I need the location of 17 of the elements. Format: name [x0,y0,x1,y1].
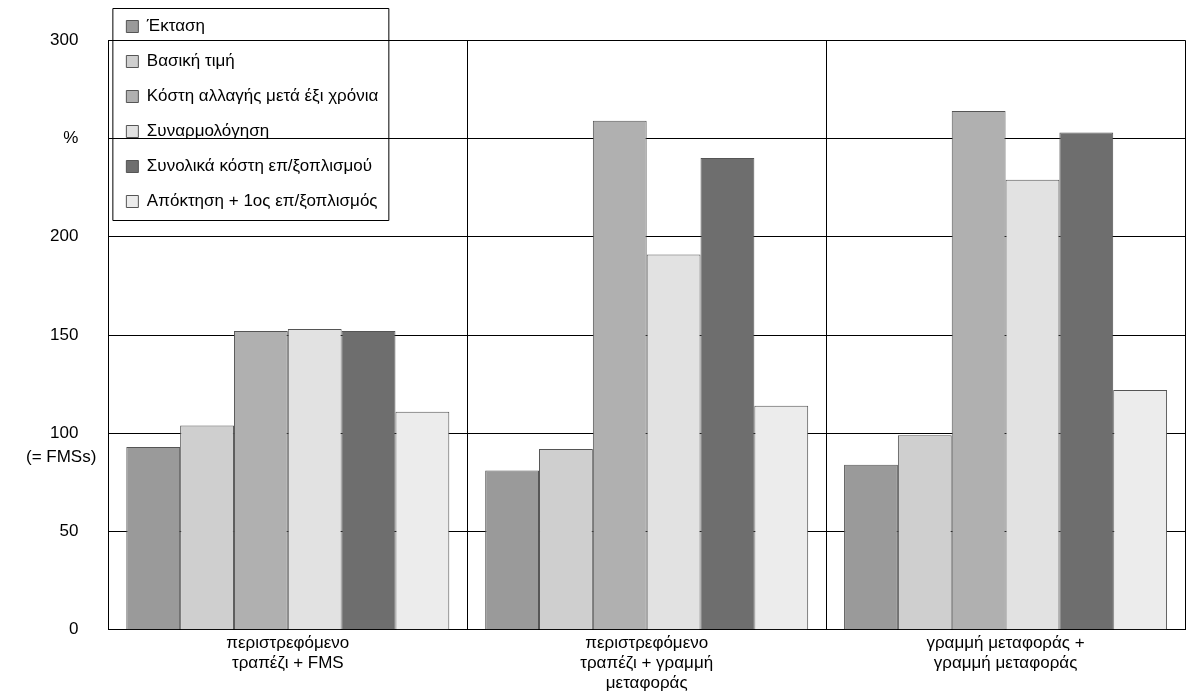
y-tick-label: 150 [49,324,79,344]
y-tick-label: 0 [68,619,79,639]
y-tick-label: % [63,128,79,148]
x-tick-label: γραμμή μεταφοράς + γραμμή μεταφοράς [926,632,1085,673]
y-tick-label: 200 [49,226,79,246]
y-tick-label: 100 [49,422,79,442]
legend-label: Έκταση [145,16,205,36]
x-tick-label: περιστρεφόμενο τραπέζι + FMS [226,632,350,673]
legend-label: Κόστη αλλαγής μετά έξι χρόνια [146,86,379,106]
legend-label: Συναρμολόγηση [146,121,270,141]
text: (= FMSs) [26,446,97,466]
legend-label: Συνολικά κόστη επ/ξοπλισμού [146,156,372,176]
x-tick-label: περιστρεφόμενο τραπέζι + γραμμή μεταφοράς [580,632,714,693]
legend-label: Βασική τιμή [146,51,235,71]
y-tick-label: 300 [49,29,79,49]
y-tick-label: 50 [59,521,79,541]
legend-label: Απόκτηση + 1ος επ/ξοπλισμός [146,191,378,211]
